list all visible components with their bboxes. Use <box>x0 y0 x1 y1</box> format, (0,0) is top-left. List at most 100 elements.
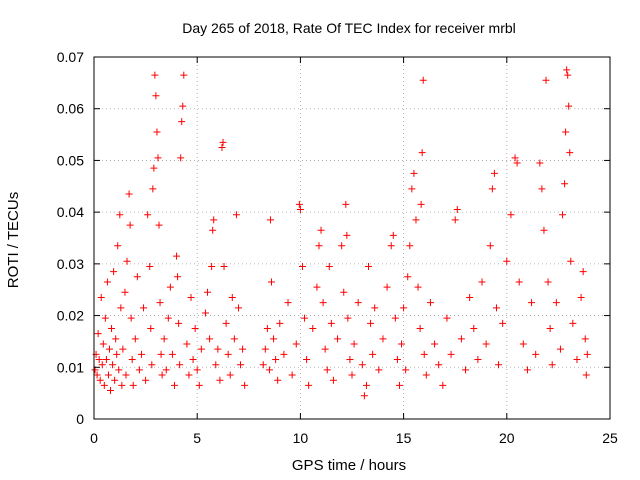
data-point <box>234 304 242 312</box>
data-point <box>375 366 383 374</box>
data-point <box>523 366 531 374</box>
data-point <box>197 345 205 353</box>
data-point <box>187 293 195 301</box>
data-point <box>400 304 408 312</box>
data-point <box>573 356 581 364</box>
grid-lines <box>94 57 610 419</box>
data-point <box>168 350 176 358</box>
data-point <box>95 356 103 364</box>
data-point <box>577 293 585 301</box>
data-point <box>490 169 498 177</box>
data-point <box>117 304 125 312</box>
data-point <box>121 288 129 296</box>
data-point <box>212 361 220 369</box>
data-point <box>422 371 430 379</box>
data-point <box>342 200 350 208</box>
data-point <box>149 185 157 193</box>
data-point <box>365 262 373 270</box>
plot-border <box>93 56 611 420</box>
data-point <box>119 345 127 353</box>
data-point <box>144 211 152 219</box>
data-point <box>552 299 560 307</box>
data-point <box>511 154 519 162</box>
data-point <box>453 206 461 214</box>
data-point <box>241 381 249 389</box>
data-point <box>515 278 523 286</box>
data-point <box>408 185 416 193</box>
data-point <box>417 200 425 208</box>
data-point <box>96 376 104 384</box>
data-point <box>548 361 556 369</box>
data-point <box>93 371 101 379</box>
data-point <box>296 206 304 214</box>
data-point <box>112 335 120 343</box>
data-point <box>114 242 122 250</box>
data-point <box>129 381 137 389</box>
data-point <box>266 216 274 224</box>
data-point <box>387 242 395 250</box>
x-tick-label: 0 <box>90 430 98 446</box>
data-point <box>451 216 459 224</box>
data-point <box>559 211 567 219</box>
data-point <box>583 350 591 358</box>
data-point <box>499 319 507 327</box>
data-point <box>219 138 227 146</box>
data-point <box>228 293 236 301</box>
data-point <box>340 288 348 296</box>
data-point <box>153 128 161 136</box>
x-axis-ticks: 0 5 10 15 20 25 <box>90 57 618 446</box>
data-point <box>295 200 303 208</box>
y-axis-title: ROTI / TECUs <box>5 192 22 288</box>
data-point <box>474 356 482 364</box>
data-point <box>176 361 184 369</box>
data-point <box>389 231 397 239</box>
data-point <box>393 356 401 364</box>
data-point <box>495 361 503 369</box>
data-point <box>362 381 370 389</box>
data-point <box>546 325 554 332</box>
data-point <box>470 325 478 332</box>
data-point <box>214 345 222 353</box>
data-point <box>216 376 224 384</box>
data-point <box>338 242 346 250</box>
data-point <box>206 335 214 343</box>
data-point <box>544 278 552 286</box>
data-point <box>329 376 337 384</box>
data-point <box>237 361 245 369</box>
data-point <box>426 299 434 307</box>
x-tick-label: 10 <box>293 430 309 446</box>
data-point <box>150 164 158 172</box>
data-point <box>239 345 247 353</box>
data-point <box>164 314 172 322</box>
data-point <box>160 335 168 343</box>
data-point <box>482 340 490 348</box>
data-point <box>321 345 329 353</box>
data-point <box>191 325 199 332</box>
data-point <box>107 387 115 395</box>
data-point <box>579 268 587 276</box>
data-point <box>157 350 165 358</box>
data-point <box>123 257 131 265</box>
data-point <box>309 325 317 332</box>
data-point <box>274 376 282 384</box>
data-point <box>367 319 375 327</box>
data-point <box>133 273 141 281</box>
data-point <box>276 319 284 327</box>
data-point <box>538 185 546 193</box>
data-point <box>410 169 418 177</box>
data-point <box>137 350 145 358</box>
data-point <box>528 299 536 307</box>
data-point <box>466 293 474 301</box>
y-axis-ticks: 0 0.01 0.02 0.03 0.04 0.05 0.06 0.07 <box>57 49 610 427</box>
data-point <box>259 361 267 369</box>
data-point <box>173 252 181 260</box>
data-point <box>284 299 292 307</box>
data-point <box>447 350 455 358</box>
x-tick-label: 5 <box>193 430 201 446</box>
data-point <box>556 345 564 353</box>
data-point <box>327 319 335 327</box>
data-point <box>360 392 368 400</box>
data-point <box>566 149 574 157</box>
data-point <box>301 314 309 322</box>
data-point <box>183 340 191 348</box>
